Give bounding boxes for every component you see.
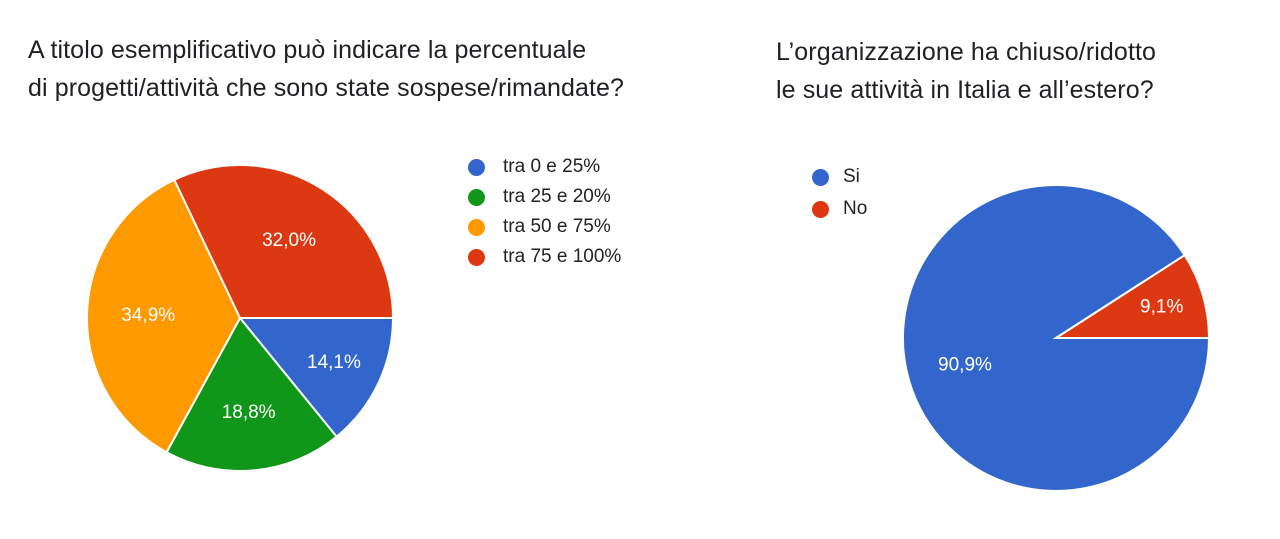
chart2-title-line2: le sue attività in Italia e all’estero?: [776, 76, 1154, 104]
legend-swatch: [812, 168, 829, 186]
slice-value-label: 32,0%: [262, 230, 316, 251]
legend-label: tra 50 e 75%: [503, 216, 611, 237]
chart2-title-line1: L’organizzazione ha chiuso/ridotto: [776, 38, 1157, 66]
legend-label: tra 0 e 25%: [503, 156, 601, 177]
chart2-title: L’organizzazione ha chiuso/ridotto le su…: [776, 33, 1156, 109]
legend-swatch: [468, 218, 485, 236]
slice-value-label: 9,1%: [1140, 296, 1183, 317]
slice-value-label: 34,9%: [121, 305, 175, 326]
slice-value-label: 90,9%: [938, 354, 992, 375]
chart1-title: A titolo esemplificativo può indicare la…: [28, 31, 624, 107]
slice-value-label: 14,1%: [307, 352, 361, 373]
chart1-title-line2: di progetti/attività che sono state sosp…: [28, 74, 625, 102]
legend-item[interactable]: tra 0 e 25%: [468, 152, 621, 182]
legend-label: No: [843, 198, 868, 219]
pie-slice[interactable]: [165, 316, 338, 472]
legend-item[interactable]: No: [812, 193, 867, 225]
chart1-title-line1: A titolo esemplificativo può indicare la…: [28, 36, 587, 64]
slice-value-label: 18,8%: [222, 402, 276, 423]
legend-swatch: [468, 248, 485, 266]
chart2-legend: Si No: [812, 161, 867, 225]
legend-item[interactable]: tra 50 e 75%: [468, 212, 621, 242]
legend-swatch: [468, 188, 485, 206]
legend-item[interactable]: Si: [812, 161, 867, 193]
legend-swatch: [812, 200, 829, 218]
legend-item[interactable]: tra 25 e 20%: [468, 182, 621, 212]
legend-swatch: [468, 158, 485, 176]
pie-slice[interactable]: [237, 317, 395, 439]
chart1-legend: tra 0 e 25% tra 25 e 20% tra 50 e 75% tr…: [468, 152, 621, 272]
pie-slice[interactable]: [86, 178, 242, 454]
legend-label: tra 75 e 100%: [503, 246, 622, 267]
pie-slice[interactable]: [172, 164, 395, 319]
legend-item[interactable]: tra 75 e 100%: [468, 242, 621, 272]
legend-label: tra 25 e 20%: [503, 186, 611, 207]
pie-slice[interactable]: [1052, 253, 1211, 339]
legend-label: Si: [843, 166, 860, 187]
